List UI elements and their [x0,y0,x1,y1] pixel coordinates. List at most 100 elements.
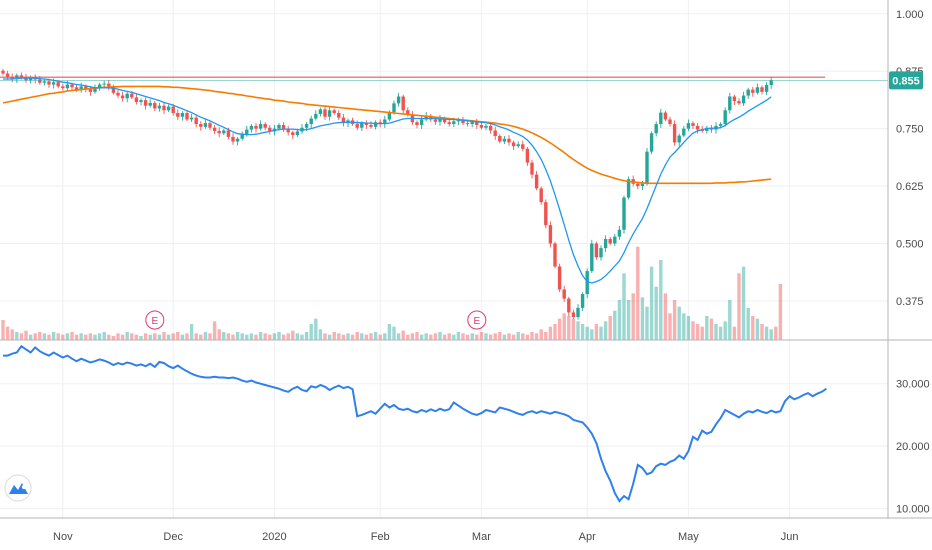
volume-bar [764,326,769,340]
volume-bar [84,334,88,340]
volume-bar [663,293,668,340]
candle-body [88,89,93,92]
volume-bar [107,334,111,340]
volume-bar [341,334,346,340]
candle-body [594,243,599,258]
candle-body [258,124,263,129]
volume-bar [429,334,433,340]
volume-bar [488,334,493,340]
candle-body [61,86,65,89]
candle-body [125,93,129,99]
volume-bar [525,334,530,340]
volume-bar [194,333,198,340]
candle-body [507,138,511,143]
volume-bar [125,332,129,340]
volume-bar [350,334,355,340]
volume-bar [327,334,332,340]
candle-body [438,118,442,122]
volume-bar [465,334,470,340]
price-axis-tick-label: 1.000 [896,9,924,21]
candle-body [760,87,764,92]
volume-bar [475,334,479,340]
volume-bar [19,333,24,340]
candle-body [70,84,74,88]
slow-moving-average-line [2,85,772,185]
candle-body [217,130,221,134]
volume-bar [300,334,304,340]
candle-body [120,95,125,99]
volume-bar [672,300,677,340]
volume-bar [659,260,663,340]
candle-body [208,123,212,128]
volume-bar [774,326,778,340]
candle-body [691,123,695,126]
candle-body [498,136,502,142]
candle-body [281,124,286,130]
candle-body [663,112,668,120]
volume-bar [599,326,603,340]
candle-body [590,243,594,272]
volume-bar [401,330,405,340]
volume-bar [369,333,373,340]
candle-body [406,110,410,115]
candle-body [447,122,451,125]
candle-body [139,100,143,102]
candle-body [28,77,33,81]
candle-body [755,87,760,93]
volume-bar [728,300,732,340]
candle-body [332,110,336,114]
candle-body [626,179,631,198]
candle-body [516,144,520,147]
volume-bar [277,332,281,340]
volume-bar [10,329,14,340]
earnings-marker-circle[interactable] [467,310,487,330]
candle-body [525,148,530,163]
volume-bar [778,284,783,340]
volume-bar [557,318,562,340]
earnings-marker-circle[interactable] [145,310,165,330]
candle-body [571,312,576,318]
volume-bar [383,333,387,340]
candle-body [47,81,51,85]
last-price-badge: 0.855 [889,71,923,90]
candle-body [84,86,88,90]
volume-bar [447,333,451,340]
volume-bar [304,332,309,340]
candle-body [732,96,737,102]
volume-bar [291,330,295,340]
volume-bar [56,333,60,340]
candle-body [42,81,47,83]
volume-bar [493,333,497,340]
candle-body [74,87,79,91]
volume-bar [760,324,764,340]
price-axis-tick-label: 0.500 [896,239,924,251]
candle-body [539,188,543,203]
volume-bar [617,300,622,340]
volume-bar [709,318,714,340]
volume-bar [337,333,341,340]
tradingview-logo-icon[interactable] [4,474,32,502]
candle-body [695,125,700,130]
volume-bar [626,300,631,340]
candle-body [442,118,447,123]
candle-body [51,82,56,85]
volume-bar [153,333,157,340]
volume-bar [539,329,543,340]
volume-bar [686,316,691,340]
volume-bar [406,334,410,340]
volume-bar [332,332,336,340]
volume-bar [718,326,723,340]
candle-body [263,124,267,128]
volume-bar [548,326,553,340]
candle-body [180,113,185,117]
volume-bar [102,332,106,340]
volume-bar [373,332,378,340]
candle-body [231,136,235,142]
candle-body [396,96,401,104]
volume-bar [433,333,438,340]
volume-bar [360,333,364,340]
candle-body [746,89,750,96]
volume-bar [240,333,244,340]
